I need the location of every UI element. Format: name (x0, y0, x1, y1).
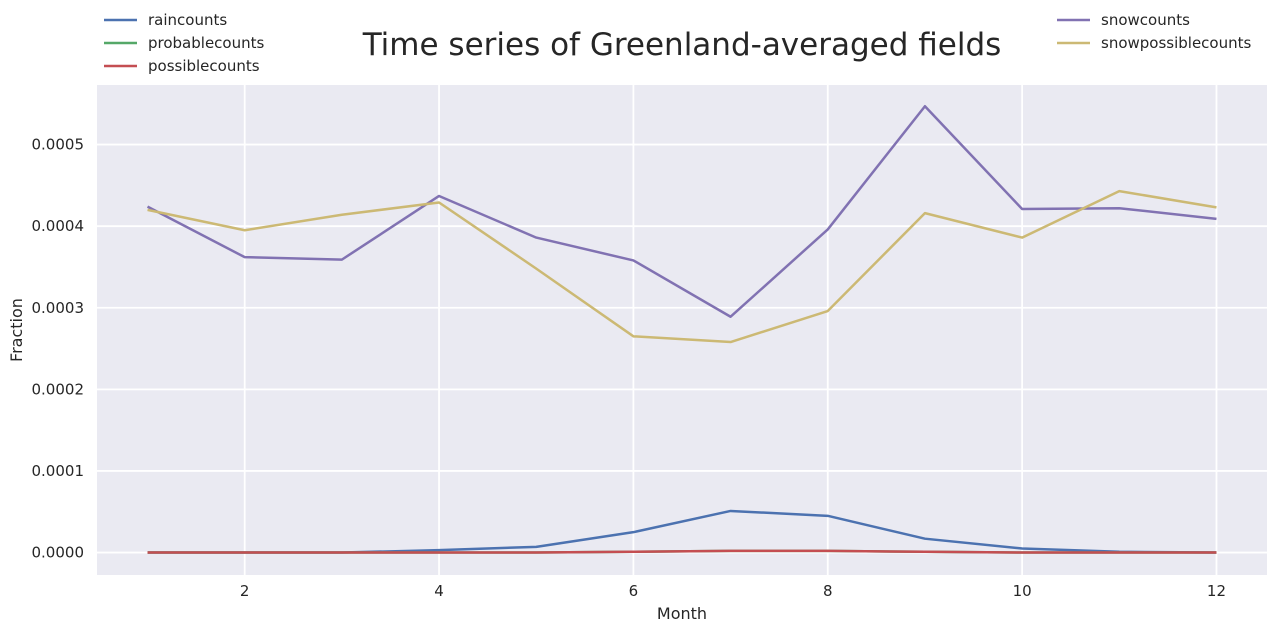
series-line-possiblecounts (147, 549, 1217, 554)
y-tick-label: 0.0003 (32, 299, 85, 317)
x-tick-label: 12 (1207, 582, 1226, 600)
x-tick-label: 6 (629, 582, 639, 600)
x-tick-label: 4 (434, 582, 444, 600)
y-tick-label: 0.0002 (32, 380, 85, 398)
legend-label-snowpossiblecounts: snowpossiblecounts (1101, 34, 1252, 52)
x-tick-label: 2 (240, 582, 250, 600)
x-tick-label: 10 (1013, 582, 1032, 600)
legend-label-snowcounts: snowcounts (1101, 11, 1190, 29)
plot-background (97, 85, 1267, 575)
series-line-snowpossiblecounts (147, 189, 1217, 344)
legend-label-possiblecounts: possiblecounts (148, 57, 260, 75)
y-tick-label: 0.0004 (32, 217, 85, 235)
legend: raincounts probablecounts possiblecounts sn… (104, 11, 1252, 75)
x-axis-title: Month (657, 604, 707, 623)
y-tick-labels: 0.0000 0.0001 0.0002 0.0003 0.0004 0.0005 (32, 136, 85, 562)
chart-title: Time series of Greenland-averaged fields (362, 27, 1002, 63)
series-lines (146, 104, 1217, 554)
legend-label-raincounts: raincounts (148, 11, 227, 29)
series-line-snowcounts (146, 104, 1217, 318)
y-tick-label: 0.0005 (32, 136, 85, 154)
y-tick-label: 0.0000 (32, 544, 85, 562)
y-axis-title: Fraction (7, 298, 26, 362)
legend-label-probablecounts: probablecounts (148, 34, 264, 52)
y-tick-label: 0.0001 (32, 462, 85, 480)
x-tick-labels: 2 4 6 8 10 12 (240, 582, 1226, 600)
x-tick-label: 8 (823, 582, 833, 600)
